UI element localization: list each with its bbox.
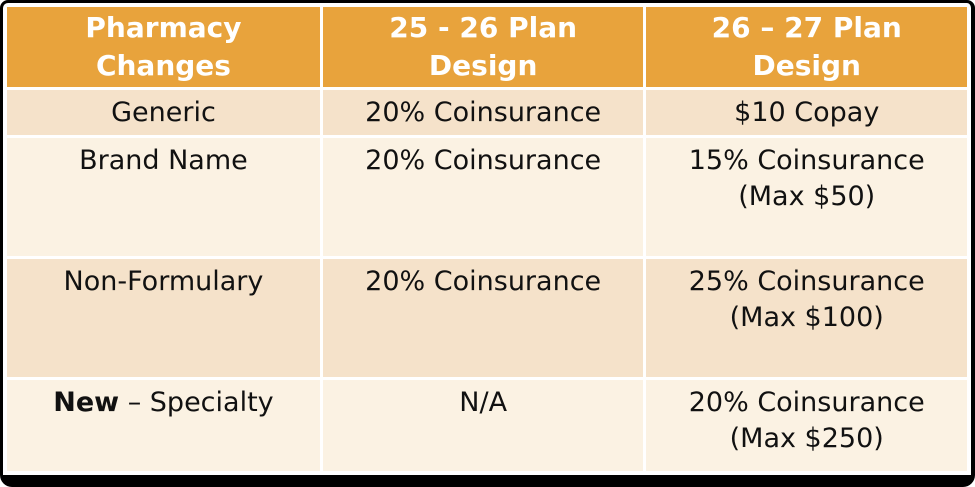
cell-generic-label: Generic	[7, 90, 320, 135]
cell-generic-plan-25-26: 20% Coinsurance	[322, 90, 644, 135]
cell-nonformulary-plan-25-26: 20% Coinsurance	[322, 258, 644, 377]
header-pharmacy-changes: Pharmacy Changes	[7, 7, 320, 87]
cell-generic-plan-26-27: $10 Copay	[646, 90, 967, 135]
cell-brand-label: Brand Name	[7, 137, 320, 256]
cell-nonformulary-label: Non-Formulary	[7, 258, 320, 377]
header-plan-25-26: 25 - 26 Plan Design	[322, 7, 644, 87]
table-header-row: Pharmacy Changes 25 - 26 Plan Design 26 …	[7, 7, 967, 87]
new-emphasis-label: New	[53, 386, 120, 418]
table-row-brand-name: Brand Name 20% Coinsurance 15% Coinsuran…	[7, 137, 967, 256]
cell-nonformulary-plan-26-27: 25% Coinsurance (Max $100)	[646, 258, 967, 377]
header-plan-26-27: 26 – 27 Plan Design	[646, 7, 967, 87]
table-row-non-formulary: Non-Formulary 20% Coinsurance 25% Coinsu…	[7, 258, 967, 377]
cell-specialty-plan-25-26: N/A	[322, 379, 644, 471]
cell-brand-plan-25-26: 20% Coinsurance	[322, 137, 644, 256]
cell-specialty-label: New – Specialty	[7, 379, 320, 471]
table-row-new-specialty: New – Specialty N/A 20% Coinsurance (Max…	[7, 379, 967, 471]
cell-specialty-plan-26-27: 20% Coinsurance (Max $250)	[646, 379, 967, 471]
specialty-label-rest: – Specialty	[119, 386, 274, 418]
table-row-generic: Generic 20% Coinsurance $10 Copay	[7, 90, 967, 135]
pharmacy-changes-table: Pharmacy Changes 25 - 26 Plan Design 26 …	[4, 4, 970, 474]
cell-brand-plan-26-27: 15% Coinsurance (Max $50)	[646, 137, 967, 256]
